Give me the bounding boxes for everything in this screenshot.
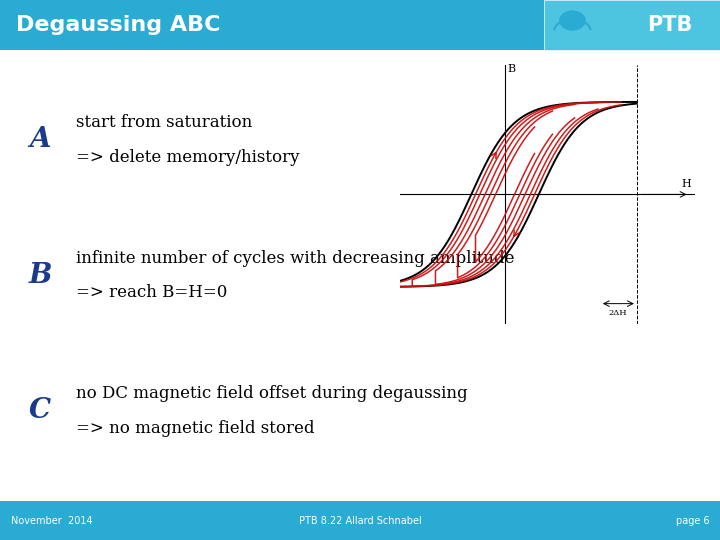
Text: B: B [508, 64, 516, 74]
FancyBboxPatch shape [0, 501, 720, 540]
FancyBboxPatch shape [0, 0, 720, 50]
Text: infinite number of cycles with decreasing amplitude: infinite number of cycles with decreasin… [76, 249, 514, 267]
Text: => delete memory/history: => delete memory/history [76, 148, 299, 166]
Text: => no magnetic field stored: => no magnetic field stored [76, 420, 314, 437]
Text: A: A [29, 126, 50, 153]
Text: H: H [682, 179, 691, 189]
Text: B: B [29, 262, 53, 289]
Text: page 6: page 6 [675, 516, 709, 525]
Text: November  2014: November 2014 [11, 516, 92, 525]
Text: Degaussing ABC: Degaussing ABC [16, 15, 220, 35]
FancyBboxPatch shape [544, 0, 720, 50]
Text: PTB 8.22 Allard Schnabel: PTB 8.22 Allard Schnabel [299, 516, 421, 525]
Text: C: C [29, 397, 51, 424]
Text: PTB: PTB [647, 15, 693, 35]
Circle shape [559, 11, 585, 30]
Text: => reach B=H=0: => reach B=H=0 [76, 284, 227, 301]
Text: start from saturation: start from saturation [76, 114, 252, 131]
Text: no DC magnetic field offset during degaussing: no DC magnetic field offset during degau… [76, 385, 467, 402]
Text: 2ΔH: 2ΔH [608, 309, 627, 317]
